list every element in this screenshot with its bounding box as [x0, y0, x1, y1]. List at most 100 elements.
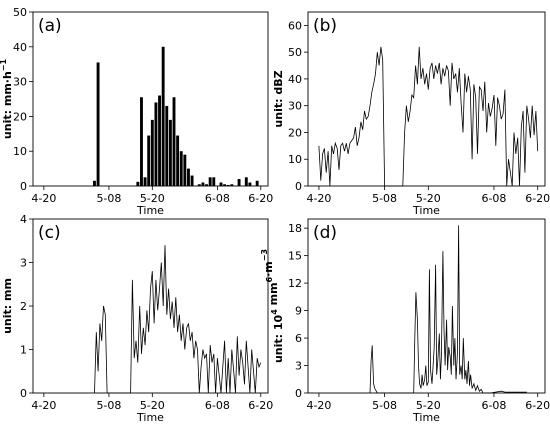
xtick-label-c-2: 5-20: [140, 399, 165, 412]
plot-frame-c: [32, 218, 269, 394]
ytick-label-b-0: 0: [295, 180, 302, 193]
ytick-label-a-3: 30: [13, 76, 27, 89]
ytick-label-d-0: 0: [295, 387, 302, 400]
bar-a-19: [201, 182, 205, 186]
series-line-c: [94, 245, 262, 394]
ylabel-c: unit: mm: [1, 278, 14, 334]
xtick-label-c-0: 4-20: [31, 399, 56, 412]
bar-a-16: [187, 168, 190, 186]
xtick-label-b-3: 6-08: [481, 192, 506, 205]
ytick-label-a-5: 50: [13, 6, 27, 19]
bar-a-9: [161, 46, 165, 186]
ytick-label-b-2: 20: [288, 126, 302, 139]
ylabel-a: unit: mm·h−1: [0, 59, 14, 140]
plot-frame-b: [307, 11, 546, 187]
bar-a-12: [172, 97, 176, 186]
ylabel-d: unit: 104 mm6·m−3: [260, 249, 285, 363]
bar-a-28: [244, 177, 248, 186]
xtick-label-b-0: 4-20: [306, 192, 331, 205]
bar-a-10: [165, 105, 169, 186]
bar-a-3: [140, 97, 143, 186]
ytick-label-b-6: 60: [288, 19, 302, 32]
xtick-label-a-2: 5-20: [140, 192, 165, 205]
panel-a: 0 10 20 30 40 50 4-20 5-08 5-20 6-08 6-20 Time unit:…: [0, 6, 273, 217]
ytick-label-b-4: 40: [288, 73, 302, 86]
xtick-label-d-0: 4-20: [306, 399, 331, 412]
ytick-label-b-1: 10: [288, 153, 302, 166]
panel-c: 0 1 2 3 4 4-20 5-08 5-20 6-08 6-20 Time unit: mm (c): [1, 213, 273, 424]
plot-frame-d: [307, 218, 546, 394]
ytick-label-a-1: 10: [13, 145, 27, 158]
series-line-b: [318, 46, 539, 187]
bar-a-5: [147, 135, 151, 186]
ytick-label-c-4: 4: [20, 213, 27, 226]
bar-a-23: [219, 182, 223, 186]
xtick-label-d-1: 5-08: [372, 399, 397, 412]
ytick-label-a-4: 40: [13, 41, 27, 54]
xlabel-d: Time: [412, 411, 440, 424]
bar-a-2: [136, 181, 140, 186]
bar-a-15: [183, 154, 187, 186]
panel-label-a: (a): [38, 16, 62, 36]
xlabel-c: Time: [136, 411, 164, 424]
xtick-label-b-1: 5-08: [372, 192, 397, 205]
bar-a-7: [154, 102, 158, 186]
ylabel-b: unit: dBZ: [272, 70, 285, 127]
ytick-label-c-1: 1: [20, 344, 27, 357]
bar-a-13: [176, 135, 180, 186]
bar-a-30: [255, 180, 259, 186]
panel-label-b: (b): [313, 16, 337, 36]
ytick-label-c-3: 3: [20, 257, 27, 270]
bar-a-14: [179, 151, 183, 186]
panel-label-c: (c): [38, 223, 61, 243]
ytick-label-b-5: 50: [288, 46, 302, 59]
bar-a-22: [212, 177, 216, 186]
ytick-label-c-0: 0: [20, 387, 27, 400]
ytick-label-d-6: 18: [288, 222, 302, 235]
xtick-label-a-0: 4-20: [31, 192, 56, 205]
xtick-label-b-2: 5-20: [416, 192, 441, 205]
bar-a-8: [158, 95, 161, 186]
xtick-label-c-1: 5-08: [96, 399, 121, 412]
xtick-label-d-4: 6-20: [525, 399, 550, 412]
xtick-label-c-3: 6-08: [205, 399, 230, 412]
ytick-label-d-4: 12: [288, 277, 302, 290]
xlabel-b: Time: [412, 204, 440, 217]
bar-a-26: [230, 184, 234, 186]
panel-b: 0 10 20 30 40 50 60 4-20 5-08 5-20 6-08 6-20 Time uni…: [272, 11, 550, 217]
xtick-label-d-3: 6-08: [481, 399, 506, 412]
xtick-label-a-1: 5-08: [96, 192, 121, 205]
bar-a-17: [190, 175, 194, 186]
ytick-label-d-1: 3: [295, 360, 302, 373]
xtick-label-c-4: 6-20: [248, 399, 273, 412]
bar-a-21: [208, 177, 212, 186]
ytick-label-d-3: 9: [295, 305, 302, 318]
ytick-label-a-2: 20: [13, 110, 27, 123]
bar-a-20: [205, 184, 208, 186]
xtick-label-d-2: 5-20: [416, 399, 441, 412]
xtick-label-b-4: 6-20: [525, 192, 550, 205]
xtick-label-a-3: 6-08: [205, 192, 230, 205]
ytick-label-a-0: 0: [20, 180, 27, 193]
bar-a-29: [248, 182, 252, 186]
panel-label-d: (d): [313, 223, 337, 243]
bar-a-11: [168, 119, 172, 186]
panel-d: 0 3 6 9 12 15 18 4-20 5-08 5-20 6-08 6-20 Time unit: …: [260, 218, 550, 424]
ytick-label-b-3: 30: [288, 100, 302, 113]
bar-a-4: [143, 177, 147, 186]
ytick-label-d-2: 6: [295, 332, 302, 345]
ytick-label-c-2: 2: [20, 300, 27, 313]
series-line-d: [369, 225, 527, 394]
bar-a-25: [226, 184, 230, 186]
ytick-label-d-5: 15: [288, 250, 302, 263]
bar-a-24: [223, 184, 227, 186]
xtick-label-a-4: 6-20: [248, 192, 273, 205]
bar-a-1: [96, 62, 100, 186]
bar-a-27: [237, 179, 241, 186]
bar-a-0: [93, 180, 96, 186]
xlabel-a: Time: [136, 204, 164, 217]
bar-a-18: [197, 184, 201, 186]
bar-a-6: [150, 119, 154, 186]
plot-frame-a: [32, 11, 269, 187]
